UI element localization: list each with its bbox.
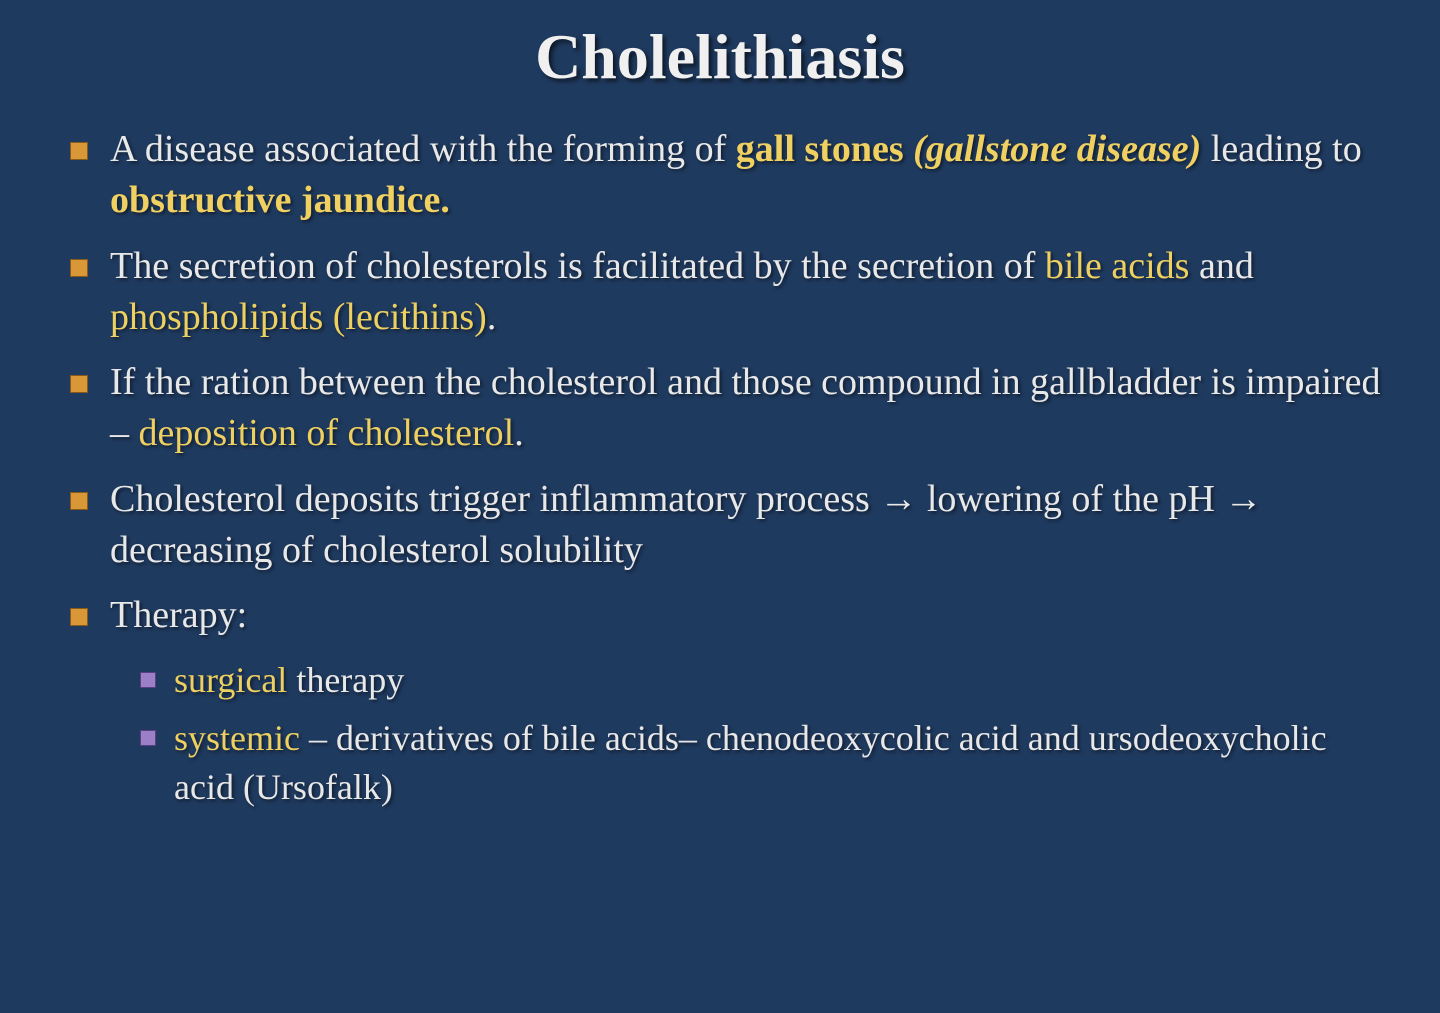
bullet-item: Therapy: — [70, 590, 1390, 641]
text-segment: – derivatives of bile acids– chenodeoxyc… — [174, 718, 1327, 807]
sub-bullet-item: systemic – derivatives of bile acids– ch… — [140, 714, 1390, 811]
square-sub-bullet-icon — [140, 672, 156, 688]
text-segment: gall stones — [736, 128, 913, 170]
text-segment: surgical — [174, 660, 287, 700]
text-segment: The secretion of cholesterols is facilit… — [110, 245, 1045, 287]
bullet-item: If the ration between the cholesterol an… — [70, 357, 1390, 460]
bullet-text: Therapy: — [110, 590, 1390, 641]
square-bullet-icon — [70, 259, 88, 277]
text-segment: phospholipids (lecithins) — [110, 296, 487, 338]
bullet-text: A disease associated with the forming of… — [110, 124, 1390, 227]
text-segment: Therapy: — [110, 594, 247, 636]
sub-bullet-item: surgical therapy — [140, 656, 1390, 705]
text-segment: . — [514, 412, 524, 454]
text-segment: Cholesterol deposits trigger inflammator… — [110, 478, 1262, 571]
text-segment: and — [1189, 245, 1253, 287]
bullet-text: If the ration between the cholesterol an… — [110, 357, 1390, 460]
bullet-text: surgical therapy — [174, 656, 1390, 705]
text-segment: bile acids — [1045, 245, 1190, 287]
text-segment: deposition of cholesterol — [139, 412, 515, 454]
text-segment: (gallstone disease) — [913, 128, 1201, 170]
bullet-item: Cholesterol deposits trigger inflammator… — [70, 474, 1390, 577]
bullet-text: The secretion of cholesterols is facilit… — [110, 241, 1390, 344]
square-sub-bullet-icon — [140, 730, 156, 746]
text-segment: A disease associated with the forming of — [110, 128, 736, 170]
text-segment: . — [487, 296, 497, 338]
bullet-item: The secretion of cholesterols is facilit… — [70, 241, 1390, 344]
square-bullet-icon — [70, 608, 88, 626]
text-segment: systemic — [174, 718, 300, 758]
square-bullet-icon — [70, 492, 88, 510]
bullet-text: systemic – derivatives of bile acids– ch… — [174, 714, 1390, 811]
bullet-item: A disease associated with the forming of… — [70, 124, 1390, 227]
square-bullet-icon — [70, 142, 88, 160]
text-segment: therapy — [287, 660, 404, 700]
main-bullet-list: A disease associated with the forming of… — [50, 124, 1390, 811]
square-bullet-icon — [70, 375, 88, 393]
text-segment: leading to — [1201, 128, 1361, 170]
bullet-text: Cholesterol deposits trigger inflammator… — [110, 474, 1390, 577]
text-segment: obstructive jaundice. — [110, 179, 450, 221]
sub-bullet-list: surgical therapy systemic – derivatives … — [70, 656, 1390, 812]
slide-title: Cholelithiasis — [50, 20, 1390, 94]
